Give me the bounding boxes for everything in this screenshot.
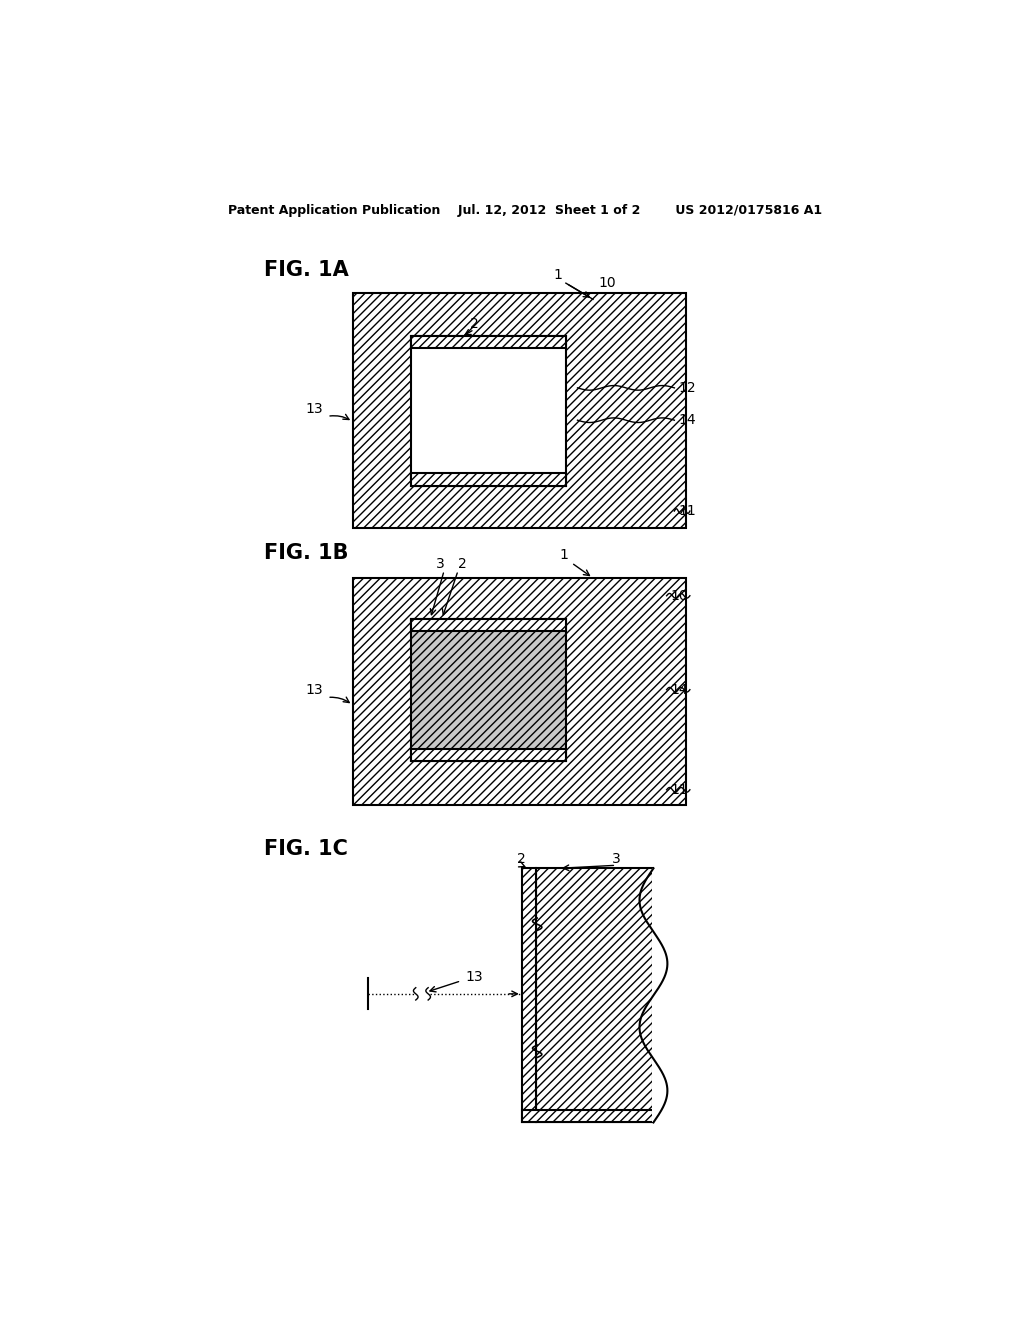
Text: 10: 10 [671,589,688,603]
Bar [411,619,566,631]
Text: 14: 14 [671,682,688,697]
Text: 3: 3 [612,853,621,866]
Text: 13: 13 [306,401,324,416]
Bar [536,869,653,1122]
Text: 1: 1 [554,268,562,282]
Bar [411,748,566,762]
Text: 13: 13 [306,682,324,697]
Text: FIG. 1C: FIG. 1C [263,840,347,859]
Bar [411,335,566,486]
Text: 11: 11 [671,783,688,797]
Bar [521,869,536,1122]
Text: FIG. 1B: FIG. 1B [263,543,348,562]
Text: 14: 14 [678,413,696,428]
Bar [352,578,686,805]
Text: 11: 11 [678,504,696,517]
Text: Patent Application Publication    Jul. 12, 2012  Sheet 1 of 2        US 2012/017: Patent Application Publication Jul. 12, … [227,205,822,218]
Bar [521,1110,653,1122]
Bar [652,869,655,1122]
Text: 1: 1 [559,548,568,562]
Text: 2: 2 [517,853,526,866]
Bar [352,293,686,528]
Bar [411,335,566,348]
Text: 2: 2 [470,317,479,331]
Text: 10: 10 [598,276,616,290]
Text: FIG. 1A: FIG. 1A [263,260,348,280]
Text: 12: 12 [678,381,696,395]
Text: 2: 2 [458,557,467,572]
Bar [411,474,566,486]
Bar [411,619,566,762]
Text: 3: 3 [435,557,444,572]
Text: 13: 13 [465,970,482,983]
